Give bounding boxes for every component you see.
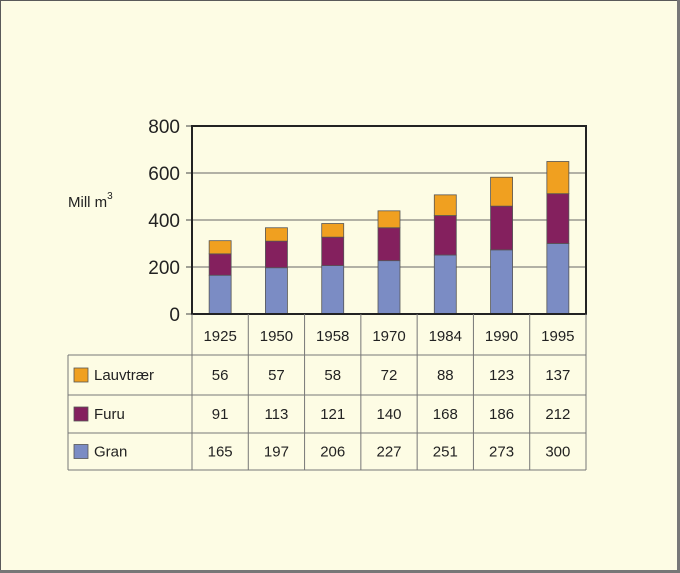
data-label: 123 [489,367,514,384]
bar-lauvtrær-1995 [546,161,570,195]
data-label: 58 [324,367,341,384]
bar-lauvtrær-1990 [490,176,513,207]
data-label: 273 [489,444,514,461]
x-tick-label: 1984 [429,328,462,345]
bar-gran-1990 [490,249,513,315]
frame-shadow-right [677,0,680,573]
x-tick-label: 1995 [541,328,574,345]
legend-swatch-furu [73,406,89,422]
data-label: 121 [320,406,345,423]
data-label: 251 [433,444,458,461]
x-tick-label: 1958 [316,328,349,345]
data-label: 186 [489,406,514,423]
bar-lauvtrær-1970 [377,210,401,229]
y-tick-label: 800 [148,117,180,138]
data-label: 212 [545,406,570,423]
y-tick-label: 200 [148,258,180,279]
bar-lauvtrær-1950 [265,227,288,242]
x-tick-label: 1950 [260,328,293,345]
x-tick-label: 1990 [485,328,518,345]
bar-lauvtrær-1925 [208,240,232,255]
data-label: 57 [268,367,285,384]
data-label: 300 [545,444,570,461]
data-label: 197 [264,444,289,461]
bar-furu-1958 [321,236,345,266]
data-label: 72 [381,367,398,384]
data-label: 113 [264,406,288,423]
frame-shadow-bottom [0,570,680,573]
legend-label: Gran [94,444,127,461]
legend-label: Furu [94,406,125,423]
y-tick-label: 600 [148,164,180,185]
data-label: 165 [208,444,233,461]
bar-furu-1970 [377,227,401,262]
data-label: 227 [376,444,401,461]
bar-gran-1984 [433,254,457,315]
data-label: 140 [376,406,401,423]
data-label: 137 [545,367,570,384]
data-label: 91 [212,406,229,423]
bar-furu-1995 [546,193,570,244]
y-tick-label: 0 [169,305,180,326]
bar-lauvtrær-1958 [321,223,345,238]
x-tick-label: 1925 [203,328,236,345]
bar-furu-1925 [208,253,232,276]
bar-gran-1970 [377,260,401,315]
y-axis-label: Mill m3 [68,191,113,211]
plot-area-border [191,125,587,315]
bar-furu-1950 [265,240,288,269]
data-label: 206 [320,444,345,461]
bar-furu-1990 [490,205,513,251]
bar-lauvtrær-1984 [433,194,457,216]
bar-furu-1984 [433,215,457,256]
legend-swatch-lauvtrær [73,367,89,383]
legend-swatch-gran [73,444,89,459]
y-tick-label: 400 [148,211,180,232]
data-label: 168 [433,406,458,423]
x-tick-label: 1970 [372,328,405,345]
data-label: 88 [437,367,454,384]
bar-gran-1995 [546,243,570,315]
data-label: 56 [212,367,229,384]
legend-label: Lauvtrær [94,367,154,384]
bar-gran-1958 [321,265,345,315]
bar-gran-1950 [265,267,288,315]
bar-gran-1925 [208,274,232,315]
